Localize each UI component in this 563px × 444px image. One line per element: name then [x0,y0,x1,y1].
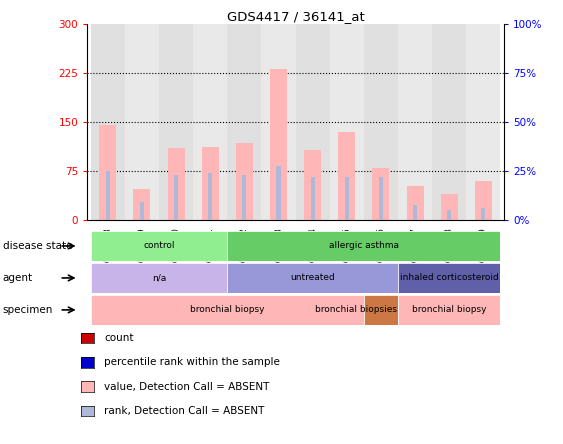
Text: percentile rank within the sample: percentile rank within the sample [104,357,280,367]
Text: n/a: n/a [152,274,166,282]
Text: count: count [104,333,133,343]
Bar [270,69,287,220]
Bar [379,178,383,220]
Text: value, Detection Call = ABSENT: value, Detection Call = ABSENT [104,382,270,392]
Bar [441,194,458,220]
Bar [447,210,452,220]
Bar [481,208,485,220]
Bar [296,24,330,220]
Bar [276,166,280,220]
Text: agent: agent [3,273,33,283]
Bar [304,150,321,220]
Bar [475,181,492,220]
Bar [193,24,227,220]
Text: untreated: untreated [291,274,335,282]
Bar [398,24,432,220]
Bar [99,125,117,220]
Text: bronchial biopsies (pool of 6): bronchial biopsies (pool of 6) [315,305,446,314]
Text: disease state: disease state [3,241,72,251]
Text: specimen: specimen [3,305,53,315]
Bar [406,186,423,220]
Bar [311,178,315,220]
Text: allergic asthma: allergic asthma [329,242,399,250]
Bar [236,143,253,220]
Bar [338,132,355,220]
Bar [432,24,466,220]
Bar [242,175,247,220]
Bar [345,178,349,220]
Text: rank, Detection Call = ABSENT: rank, Detection Call = ABSENT [104,406,265,416]
Bar [372,168,390,220]
Bar [413,206,417,220]
Bar [133,189,150,220]
Text: control: control [143,242,175,250]
Text: bronchial biopsy: bronchial biopsy [412,305,486,314]
Bar [168,148,185,220]
Bar [202,147,219,220]
Bar [330,24,364,220]
Bar [208,173,212,220]
Bar [91,24,125,220]
Bar [159,24,193,220]
Title: GDS4417 / 36141_at: GDS4417 / 36141_at [227,10,364,23]
Bar [140,202,144,220]
Text: bronchial biopsy: bronchial biopsy [190,305,265,314]
Bar [174,175,178,220]
Bar [106,171,110,220]
Bar [364,24,398,220]
Bar [466,24,501,220]
Bar [125,24,159,220]
Text: inhaled corticosteroid: inhaled corticosteroid [400,274,499,282]
Bar [227,24,261,220]
Bar [261,24,296,220]
